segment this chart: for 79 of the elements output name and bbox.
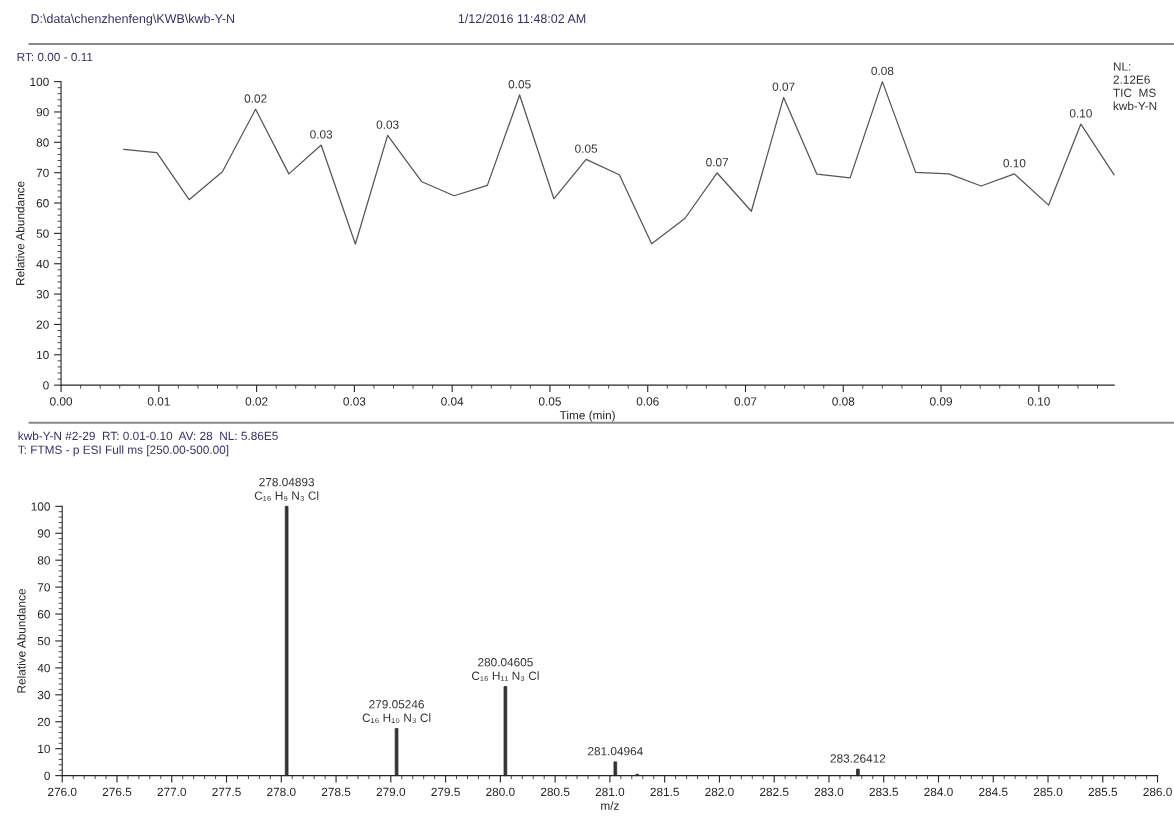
annotation: 0.05 — [575, 144, 598, 153]
y-tick-label: 70 — [37, 583, 50, 592]
annotation: 283.26412 — [830, 754, 886, 763]
x-tick-label: 284.0 — [924, 787, 953, 797]
y-tick-label: 90 — [36, 107, 49, 117]
x-axis-title: Time (min) — [559, 410, 615, 422]
x-tick-label: 283.5 — [869, 787, 899, 797]
annotation: 280.04605 C₁₆ H₁₁ N₃ Cl — [471, 658, 539, 681]
y-axis-title: Relative Abundance — [15, 181, 25, 285]
annotation: 0.07 — [772, 82, 795, 91]
text: D:\data\chenzhenfeng\KWB\kwb-Y-N — [31, 13, 235, 26]
x-tick-label: 278.5 — [321, 787, 351, 797]
y-tick-label: 80 — [37, 556, 50, 565]
y-tick-label: 80 — [36, 138, 49, 147]
x-tick-label: 280.0 — [486, 787, 515, 797]
x-tick-label: 277.0 — [157, 787, 187, 797]
y-tick-label: 30 — [36, 290, 49, 299]
annotation: 279.05246 C₁₆ H₁₀ N₃ Cl — [362, 700, 431, 723]
x-tick-label: 0.06 — [636, 397, 659, 406]
chart-title: RT: 0.00 - 0.11 — [17, 52, 93, 62]
x-tick-label: 284.5 — [979, 787, 1008, 797]
y-tick-label: 20 — [36, 320, 49, 329]
x-tick-label: 277.5 — [212, 787, 241, 797]
x-tick-label: 0.07 — [734, 397, 757, 406]
y-tick-label: 10 — [38, 744, 50, 754]
x-tick-label: 282.5 — [760, 787, 789, 797]
chart-title: kwb-Y-N #2-29 RT: 0.01-0.10 AV: 28 NL: 5.86E5 — [18, 431, 278, 441]
annotation: 0.10 — [1003, 159, 1026, 168]
x-tick-label: 282.0 — [705, 787, 734, 797]
y-tick-label: 20 — [37, 717, 50, 727]
x-tick-label: 280.5 — [540, 787, 570, 797]
x-tick-label: 0.03 — [343, 397, 366, 406]
x-tick-label: 0.00 — [50, 397, 73, 406]
y-tick-label: 10 — [37, 350, 49, 360]
y-tick-label: 100 — [31, 502, 50, 511]
x-tick-label: 276.5 — [102, 787, 132, 797]
annotation: 0.02 — [244, 94, 267, 103]
x-tick-label: 281.0 — [595, 787, 625, 797]
y-tick-label: 0 — [44, 771, 50, 780]
x-axis-title: m/z — [601, 801, 619, 810]
annotation: 0.03 — [310, 130, 333, 139]
x-tick-label: 279.0 — [376, 787, 406, 797]
y-tick-label: 100 — [30, 77, 49, 86]
y-tick-label: 40 — [36, 259, 49, 269]
x-tick-label: 285.0 — [1033, 787, 1063, 797]
x-tick-label: 0.09 — [930, 397, 952, 406]
y-tick-label: 70 — [36, 168, 49, 178]
x-tick-label: 286.0 — [1143, 787, 1172, 797]
annotation: 0.08 — [871, 66, 894, 76]
x-tick-label: 0.08 — [832, 397, 855, 406]
x-tick-label: 279.5 — [431, 787, 460, 797]
y-tick-label: 50 — [37, 637, 50, 646]
annotation: 281.04964 — [588, 747, 643, 756]
annotation: NL: 2.12E6 TIC MS kwb-Y-N — [1113, 62, 1157, 111]
x-tick-label: 278.0 — [267, 787, 296, 797]
x-tick-label: 0.02 — [245, 397, 268, 406]
annotation: 0.07 — [706, 158, 729, 167]
y-tick-label: 60 — [36, 199, 49, 208]
annotation: 278.04893 C₁₆ H₉ N₃ Cl — [254, 477, 319, 501]
x-tick-label: 281.5 — [650, 787, 679, 797]
y-tick-label: 0 — [43, 381, 49, 390]
y-tick-label: 90 — [37, 529, 50, 538]
y-tick-label: 40 — [37, 663, 50, 673]
x-tick-label: 0.05 — [538, 397, 561, 406]
y-axis-title: Relative Abundance — [16, 588, 26, 693]
x-tick-label: 283.0 — [814, 787, 844, 797]
annotation: 0.03 — [376, 120, 399, 129]
x-tick-label: 276.0 — [48, 787, 77, 797]
x-tick-label: 0.10 — [1027, 397, 1050, 406]
y-tick-label: 60 — [37, 610, 50, 619]
y-tick-label: 50 — [36, 229, 49, 238]
text: 1/12/2016 11:48:02 AM — [458, 13, 586, 24]
annotation: 0.10 — [1069, 109, 1092, 118]
y-tick-label: 30 — [37, 690, 50, 700]
x-tick-label: 0.04 — [441, 397, 464, 406]
annotation: 0.05 — [508, 80, 531, 89]
chart-subtitle: T: FTMS - p ESI Full ms [250.00-500.00] — [18, 445, 229, 457]
x-tick-label: 285.5 — [1088, 787, 1118, 797]
x-tick-label: 0.01 — [147, 397, 170, 406]
